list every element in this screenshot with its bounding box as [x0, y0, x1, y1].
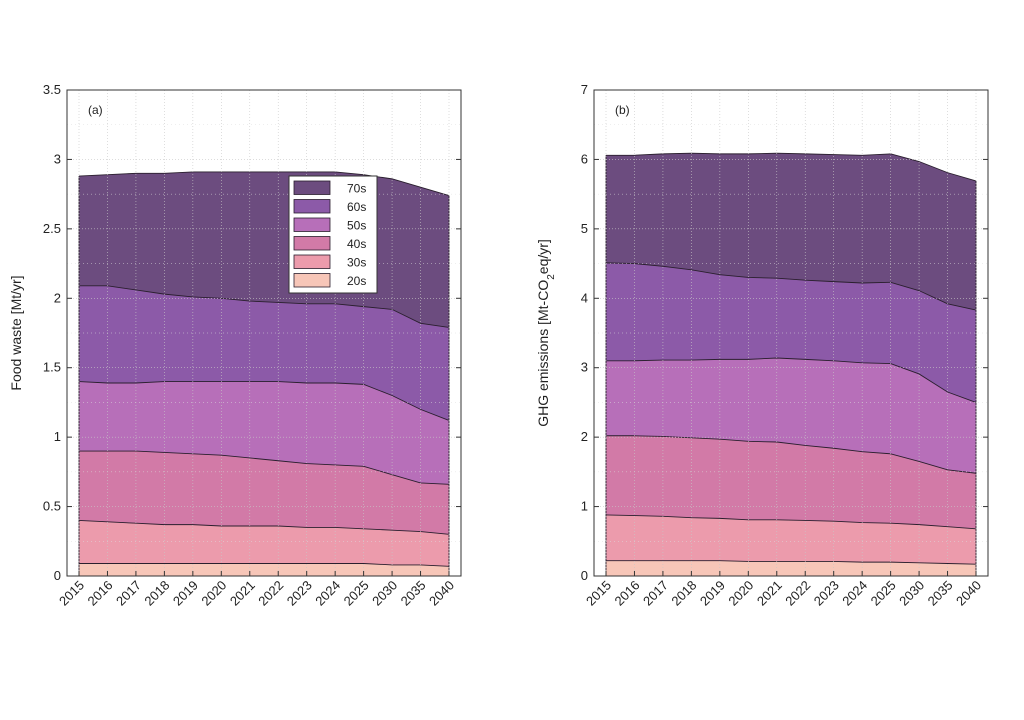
axes-box — [66, 89, 462, 577]
x-tick-label: 2040 — [953, 578, 984, 609]
legend-swatch-70s — [293, 180, 331, 195]
y-tick-label: 3.5 — [43, 82, 61, 97]
x-tick-label: 2024 — [839, 578, 870, 609]
y-tick-label: 7 — [581, 82, 588, 97]
y-tick-label: 4 — [581, 290, 588, 305]
y-tick-label: 1 — [581, 499, 588, 514]
panel-a: 00.511.522.533.5201520162017201820192020… — [8, 82, 462, 609]
x-tick-label: 2017 — [640, 578, 671, 609]
legend-swatch-60s — [293, 199, 331, 214]
legend-label-60s: 60s — [347, 200, 366, 214]
x-tick-label: 2025 — [341, 578, 372, 609]
y-tick-label: 5 — [581, 221, 588, 236]
boundary-50s — [606, 357, 977, 403]
y-axis-label: Food waste [Mt/yr] — [8, 275, 24, 390]
area-30s — [606, 514, 976, 565]
boundary-40s — [79, 450, 450, 485]
x-tick-label: 2016 — [612, 578, 643, 609]
legend-label-50s: 50s — [347, 219, 366, 233]
boundary-60s — [79, 285, 450, 328]
y-tick-label: 2.5 — [43, 221, 61, 236]
boundary-30s — [78, 520, 450, 535]
legend-label-70s: 70s — [347, 182, 366, 196]
x-tick-label: 2022 — [255, 578, 286, 609]
legend-swatch-40s — [293, 236, 331, 251]
x-tick-label: 2017 — [113, 578, 144, 609]
x-tick-label: 2020 — [725, 578, 756, 609]
y-tick-label: 6 — [581, 151, 588, 166]
x-tick-label: 2021 — [227, 578, 258, 609]
area-20s — [606, 560, 976, 576]
x-tick-label: 2022 — [782, 578, 813, 609]
x-tick-label: 2025 — [868, 578, 899, 609]
y-tick-label: 0 — [54, 568, 61, 583]
x-tick-label: 2018 — [141, 578, 172, 609]
x-tick-label: 2040 — [426, 578, 457, 609]
panel-label: (b) — [615, 103, 630, 117]
y-tick-label: 0 — [581, 568, 588, 583]
x-tick-label: 2016 — [85, 578, 116, 609]
x-tick-label: 2024 — [312, 578, 343, 609]
legend-label-30s: 30s — [347, 256, 366, 270]
legend-swatch-20s — [293, 273, 331, 288]
panel-b: 0123456720152016201720182019202020212022… — [535, 82, 989, 609]
x-tick-label: 2023 — [284, 578, 315, 609]
area-50s — [79, 381, 449, 485]
area-60s — [79, 285, 449, 421]
y-tick-label: 2 — [581, 429, 588, 444]
x-tick-label: 2035 — [925, 578, 956, 609]
x-tick-label: 2018 — [668, 578, 699, 609]
boundary-70s — [606, 152, 977, 182]
x-tick-label: 2019 — [170, 578, 201, 609]
y-tick-label: 2 — [54, 290, 61, 305]
y-axis-label: GHG emissions [Mt-CO2eq/yr] — [535, 239, 557, 427]
legend: 70s 60s 50s 40s 30s 20s — [288, 175, 378, 294]
x-tick-label: 2023 — [811, 578, 842, 609]
x-tick-label: 2030 — [369, 578, 400, 609]
area-50s — [606, 357, 976, 474]
boundary-70s — [78, 171, 450, 196]
legend-label-20s: 20s — [347, 274, 366, 288]
boundary-30s — [605, 514, 977, 530]
y-tick-label: 1.5 — [43, 360, 61, 375]
area-20s — [79, 563, 449, 576]
y-tick-label: 3 — [581, 360, 588, 375]
x-tick-label: 2030 — [896, 578, 927, 609]
x-tick-label: 2020 — [198, 578, 229, 609]
area-60s — [606, 262, 976, 403]
boundary-20s — [606, 560, 977, 565]
y-tick-label: 3 — [54, 151, 61, 166]
area-30s — [79, 520, 449, 567]
legend-label-40s: 40s — [347, 237, 366, 251]
boundary-60s — [605, 262, 977, 311]
boundary-50s — [78, 381, 450, 421]
panel-label: (a) — [88, 103, 103, 117]
x-tick-label: 2021 — [754, 578, 785, 609]
boundary-20s — [79, 563, 450, 567]
axes-box — [593, 89, 989, 577]
x-tick-label: 2019 — [697, 578, 728, 609]
area-40s — [606, 435, 976, 529]
legend-swatch-30s — [293, 254, 331, 269]
y-tick-label: 1 — [54, 429, 61, 444]
x-tick-label: 2035 — [398, 578, 429, 609]
y-tick-label: 0.5 — [43, 499, 61, 514]
boundary-40s — [606, 435, 977, 474]
legend-swatch-50s — [293, 217, 331, 232]
